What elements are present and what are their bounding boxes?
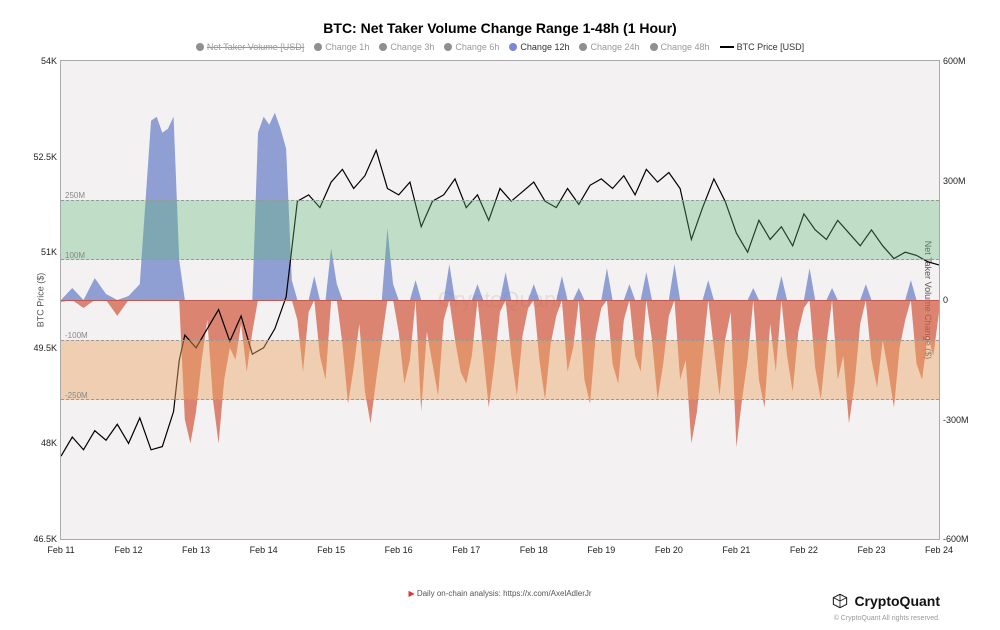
legend-dot-icon (444, 43, 452, 51)
xtick: Feb 14 (250, 545, 278, 555)
y-axis-left-label: BTC Price ($) (35, 273, 45, 328)
xtick: Feb 17 (452, 545, 480, 555)
ytick-left: 51K (29, 247, 57, 257)
footer: CryptoQuant © CryptoQuant All rights res… (60, 593, 940, 622)
band-label: 250M (65, 191, 85, 200)
xtick: Feb 11 (47, 545, 74, 555)
zero-line (61, 300, 939, 301)
xtick: Feb 13 (182, 545, 210, 555)
legend-item[interactable]: Change 1h (314, 42, 369, 52)
brand-name: CryptoQuant (854, 593, 940, 609)
ytick-left: 48K (29, 438, 57, 448)
xtick: Feb 20 (655, 545, 683, 555)
legend-label: BTC Price [USD] (737, 42, 805, 52)
legend-label: Change 3h (390, 42, 434, 52)
ytick-left: 49.5K (29, 343, 57, 353)
xtick: Feb 23 (857, 545, 885, 555)
xtick: Feb 15 (317, 545, 345, 555)
legend-line-icon (720, 46, 734, 48)
legend: Net Taker Volume [USD] Change 1h Change 3h… (60, 42, 940, 52)
ytick-right: -300M (943, 415, 975, 425)
xtick: Feb 12 (115, 545, 143, 555)
legend-label: Change 24h (590, 42, 639, 52)
legend-item[interactable]: Change 12h (509, 42, 569, 52)
plot-area[interactable]: BTC Price ($) Net Taker Volume Change ($… (60, 60, 940, 540)
legend-label: Net Taker Volume [USD] (207, 42, 304, 52)
ytick-right: 600M (943, 56, 975, 66)
legend-dot-icon (314, 43, 322, 51)
band-label: -250M (65, 391, 88, 400)
legend-dot-icon (379, 43, 387, 51)
legend-dot-icon (509, 43, 517, 51)
xtick: Feb 19 (587, 545, 615, 555)
brand-logo-icon (832, 593, 848, 609)
legend-dot-icon (579, 43, 587, 51)
legend-item[interactable]: Net Taker Volume [USD] (196, 42, 304, 52)
xtick: Feb 18 (520, 545, 548, 555)
legend-label: Change 6h (455, 42, 499, 52)
ytick-right: -600M (943, 534, 975, 544)
legend-dot-icon (196, 43, 204, 51)
ytick-left: 54K (29, 56, 57, 66)
band-label: 100M (65, 251, 85, 260)
reference-band: -100M-250M (61, 340, 939, 400)
chart-container: BTC: Net Taker Volume Change Range 1-48h… (60, 20, 940, 570)
legend-label: Change 12h (520, 42, 569, 52)
ytick-right: 0 (943, 295, 975, 305)
xtick: Feb 16 (385, 545, 413, 555)
ytick-left: 52.5K (29, 152, 57, 162)
legend-item[interactable]: Change 6h (444, 42, 499, 52)
legend-dot-icon (650, 43, 658, 51)
ytick-left: 46.5K (29, 534, 57, 544)
legend-label: Change 1h (325, 42, 369, 52)
legend-label: Change 48h (661, 42, 710, 52)
chart-title: BTC: Net Taker Volume Change Range 1-48h… (60, 20, 940, 36)
brand-copyright: © CryptoQuant All rights reserved. (834, 615, 940, 622)
xtick: Feb 22 (790, 545, 818, 555)
reference-band: 250M100M (61, 200, 939, 260)
legend-item[interactable]: Change 48h (650, 42, 710, 52)
brand: CryptoQuant © CryptoQuant All rights res… (832, 593, 940, 622)
xtick: Feb 21 (722, 545, 750, 555)
xtick: Feb 24 (925, 545, 953, 555)
ytick-right: 300M (943, 176, 975, 186)
legend-item[interactable]: BTC Price [USD] (720, 42, 805, 52)
legend-item[interactable]: Change 3h (379, 42, 434, 52)
band-label: -100M (65, 331, 88, 340)
legend-item[interactable]: Change 24h (579, 42, 639, 52)
